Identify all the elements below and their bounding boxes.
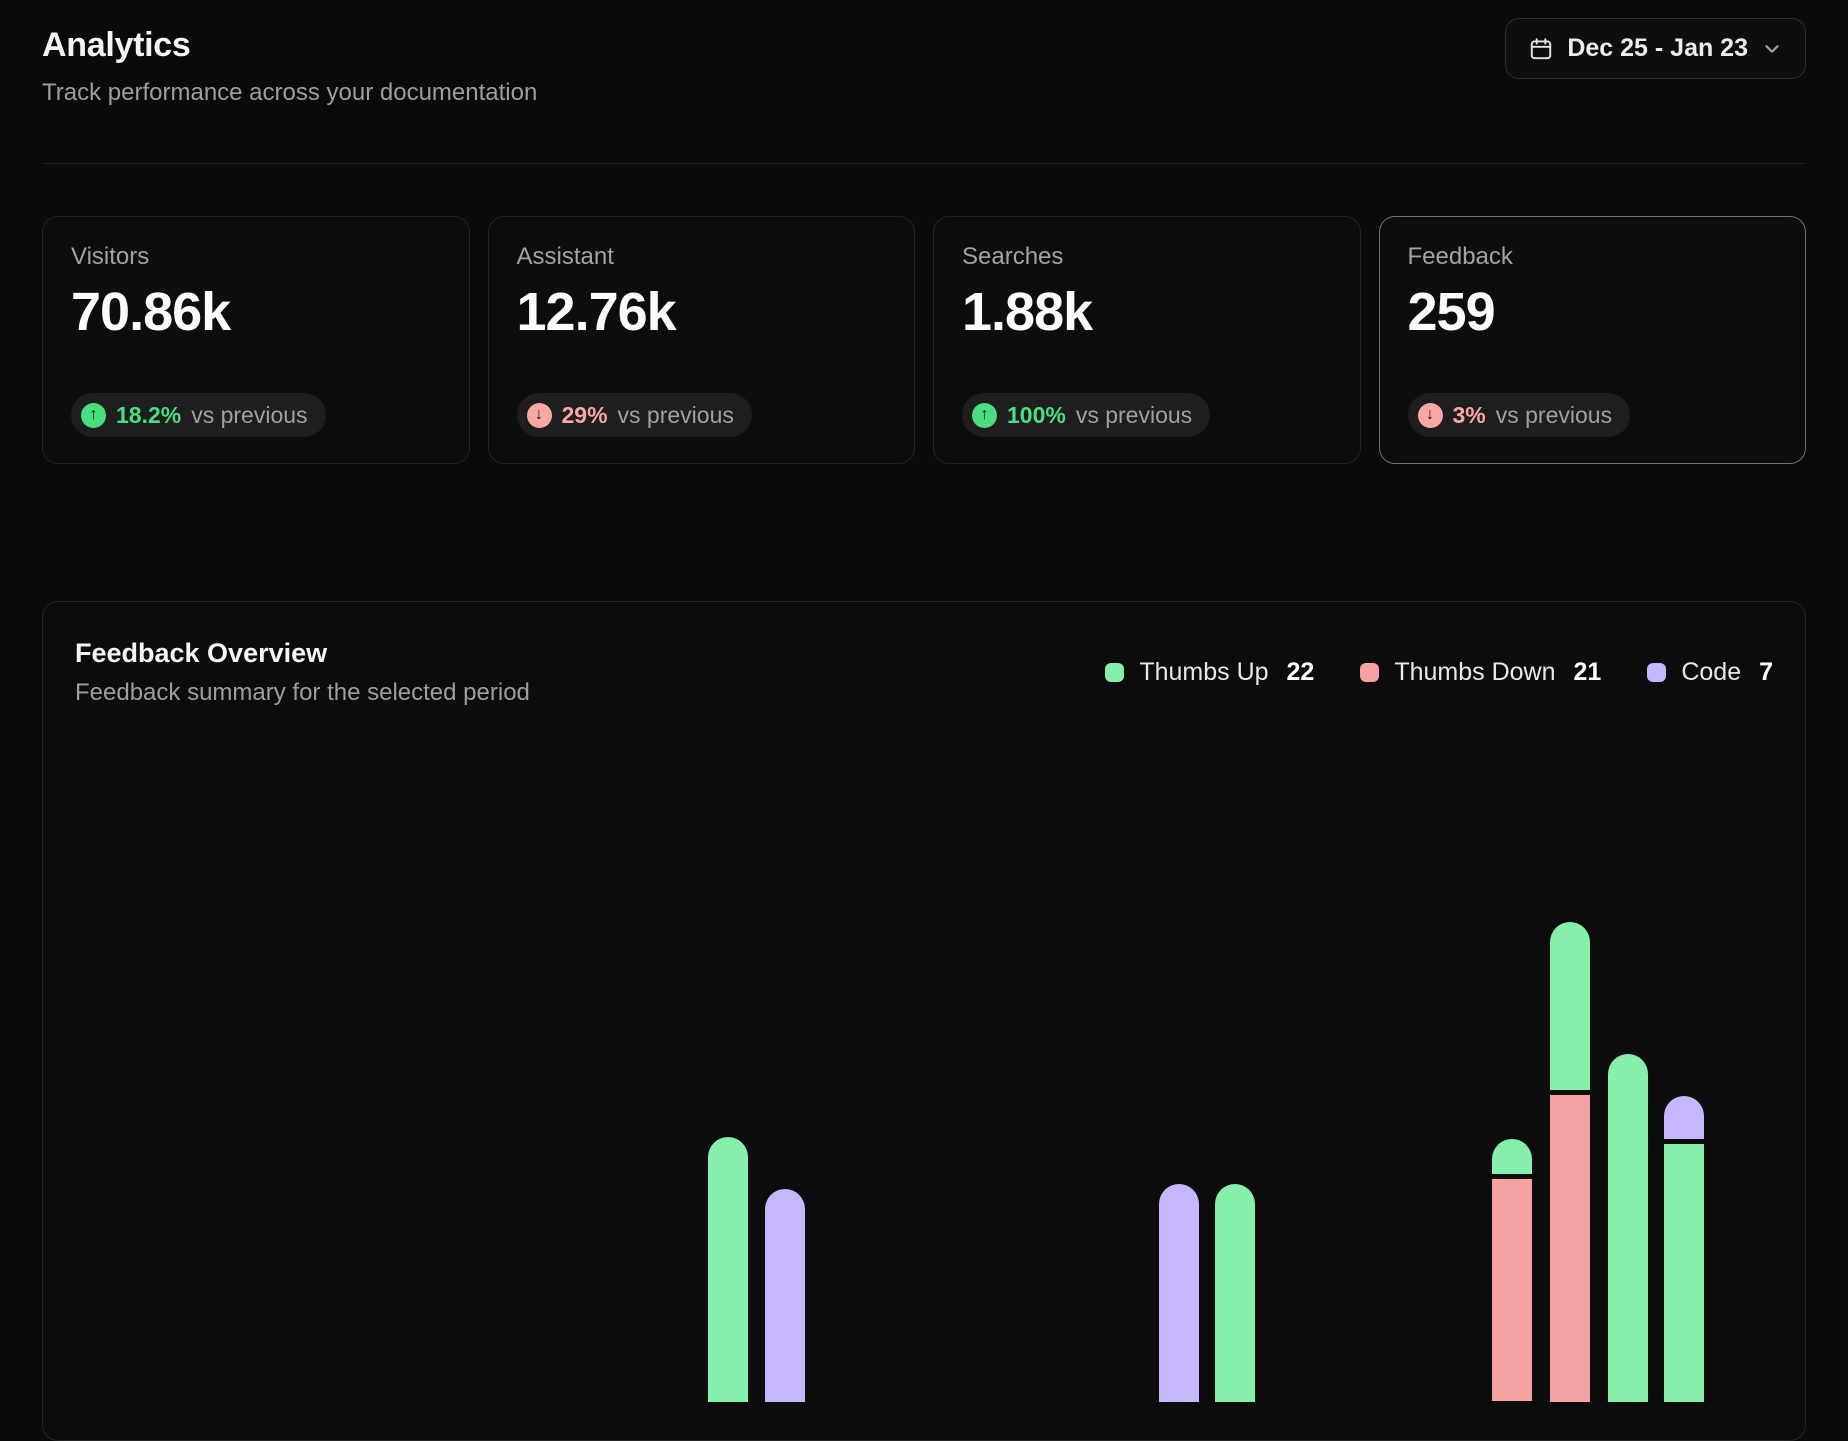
bar-segment-code — [1159, 1184, 1199, 1402]
trend-down-icon — [1417, 402, 1443, 428]
feedback-overview-subtitle: Feedback summary for the selected period — [75, 679, 530, 706]
stat-label: Searches — [962, 243, 1064, 270]
stat-label: Assistant — [516, 243, 614, 270]
bar-segment-thumbs-up — [1608, 1054, 1648, 1402]
legend-item-code[interactable]: Code 7 — [1647, 658, 1773, 687]
chart-bar[interactable] — [1215, 1184, 1255, 1402]
bar-segment-thumbs-up — [1215, 1184, 1255, 1402]
chart-bar[interactable] — [765, 1189, 805, 1402]
calendar-icon — [1528, 36, 1554, 62]
legend-value: 7 — [1759, 658, 1773, 686]
stat-value: 259 — [1407, 282, 1496, 342]
delta-suffix: vs previous — [1075, 401, 1193, 428]
stat-value: 12.76k — [516, 282, 677, 342]
bar-segment-thumbs-up — [1664, 1144, 1704, 1402]
trend-up-icon — [81, 402, 106, 428]
delta-value: 29% — [561, 401, 608, 428]
stat-card-assistant[interactable]: Assistant 12.76k 29% vs previous — [487, 216, 915, 464]
chart-bar[interactable] — [1664, 1096, 1704, 1402]
feedback-bar-chart — [43, 602, 1805, 1440]
stat-value: 1.88k — [962, 282, 1093, 342]
page-subtitle: Track performance across your documentat… — [42, 79, 538, 106]
trend-badge: 100% vs previous — [962, 393, 1211, 437]
legend-label: Thumbs Up — [1139, 658, 1269, 686]
delta-suffix: vs previous — [191, 401, 308, 428]
bar-segment-code — [765, 1189, 805, 1402]
legend-item-thumbs-up[interactable]: Thumbs Up 22 — [1105, 658, 1314, 687]
legend-label: Code — [1681, 658, 1742, 686]
trend-badge: 18.2% vs previous — [71, 393, 326, 437]
bar-segment-thumbs-down — [1492, 1179, 1532, 1401]
bar-segment-code — [1664, 1096, 1704, 1139]
delta-value: 18.2% — [116, 401, 182, 428]
stat-card-searches[interactable]: Searches 1.88k 100% vs previous — [933, 216, 1361, 464]
feedback-overview-header: Feedback Overview Feedback summary for t… — [43, 602, 1805, 707]
feedback-overview-card: Feedback Overview Feedback summary for t… — [42, 601, 1806, 1441]
bar-segment-thumbs-down — [1550, 1095, 1590, 1402]
feedback-overview-titles: Feedback Overview Feedback summary for t… — [75, 638, 530, 707]
trend-badge: 3% vs previous — [1407, 393, 1631, 437]
header-titles: Analytics Track performance across your … — [42, 26, 537, 107]
page-title: Analytics — [42, 26, 191, 64]
legend-swatch-code — [1647, 663, 1667, 682]
delta-value: 3% — [1452, 401, 1486, 428]
legend-value: 21 — [1573, 658, 1602, 686]
bar-segment-thumbs-up — [1550, 922, 1590, 1090]
chevron-down-icon — [1761, 38, 1783, 60]
chart-bar[interactable] — [1550, 922, 1590, 1402]
legend-label: Thumbs Down — [1394, 658, 1556, 686]
chart-bar[interactable] — [1608, 1054, 1648, 1402]
delta-suffix: vs previous — [1495, 401, 1613, 428]
page-header: Analytics Track performance across your … — [0, 0, 1848, 107]
legend-swatch-thumbs-up — [1105, 663, 1125, 682]
stat-label: Feedback — [1407, 243, 1513, 270]
bar-segment-thumbs-up — [708, 1137, 748, 1402]
stats-row: Visitors 70.86k 18.2% vs previous Assist… — [42, 216, 1806, 464]
date-range-picker[interactable]: Dec 25 - Jan 23 — [1505, 18, 1806, 79]
legend-swatch-thumbs-down — [1360, 663, 1380, 682]
date-range-label: Dec 25 - Jan 23 — [1567, 34, 1748, 62]
stat-card-feedback[interactable]: Feedback 259 3% vs previous — [1378, 216, 1806, 464]
trend-up-icon — [972, 402, 997, 428]
chart-bar[interactable] — [1159, 1184, 1199, 1402]
delta-value: 100% — [1007, 401, 1066, 428]
delta-suffix: vs previous — [617, 401, 734, 428]
legend-value: 22 — [1286, 658, 1315, 686]
bar-segment-thumbs-up — [1492, 1139, 1532, 1174]
stat-value: 70.86k — [71, 282, 231, 342]
trend-badge: 29% vs previous — [516, 393, 752, 437]
chart-bar[interactable] — [1492, 1139, 1532, 1401]
chart-bar[interactable] — [708, 1137, 748, 1402]
legend-item-thumbs-down[interactable]: Thumbs Down 21 — [1360, 658, 1601, 687]
chart-legend: Thumbs Up 22 Thumbs Down 21 Code 7 — [1105, 658, 1773, 687]
feedback-overview-title: Feedback Overview — [75, 638, 328, 668]
trend-down-icon — [526, 402, 552, 428]
stat-card-visitors[interactable]: Visitors 70.86k 18.2% vs previous — [42, 216, 470, 464]
stat-label: Visitors — [71, 243, 150, 270]
header-divider — [42, 163, 1806, 164]
